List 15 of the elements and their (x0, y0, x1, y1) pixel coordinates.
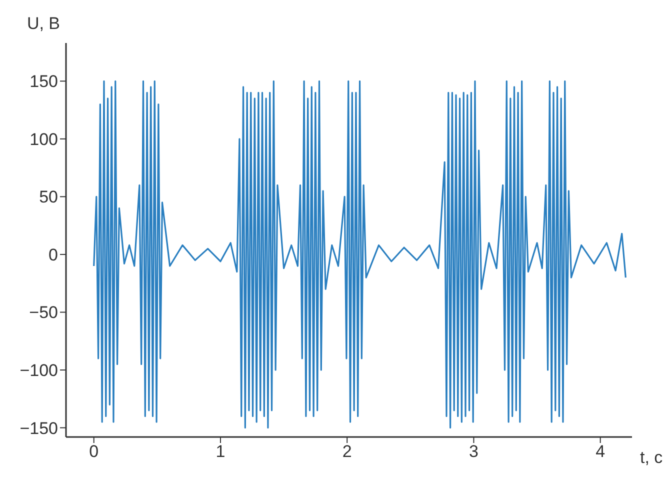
x-axis-title: t, с (640, 448, 664, 467)
y-tick-label: 0 (48, 245, 58, 264)
x-tick-label: 4 (596, 442, 606, 462)
y-tick-label: −50 (29, 303, 58, 322)
y-tick-label: 150 (30, 72, 58, 92)
x-tick-label: 0 (89, 442, 99, 462)
y-tick-label: 100 (30, 130, 58, 149)
y-tick-label: 50 (39, 188, 58, 207)
y-tick-label: −150 (20, 418, 58, 438)
x-tick-label: 2 (342, 442, 352, 462)
y-axis-title: U, В (26, 14, 60, 33)
x-tick-label: 3 (468, 442, 478, 462)
x-tick-label: 1 (216, 442, 226, 462)
line-series (93, 80, 626, 429)
y-tick-label: −100 (20, 361, 58, 380)
